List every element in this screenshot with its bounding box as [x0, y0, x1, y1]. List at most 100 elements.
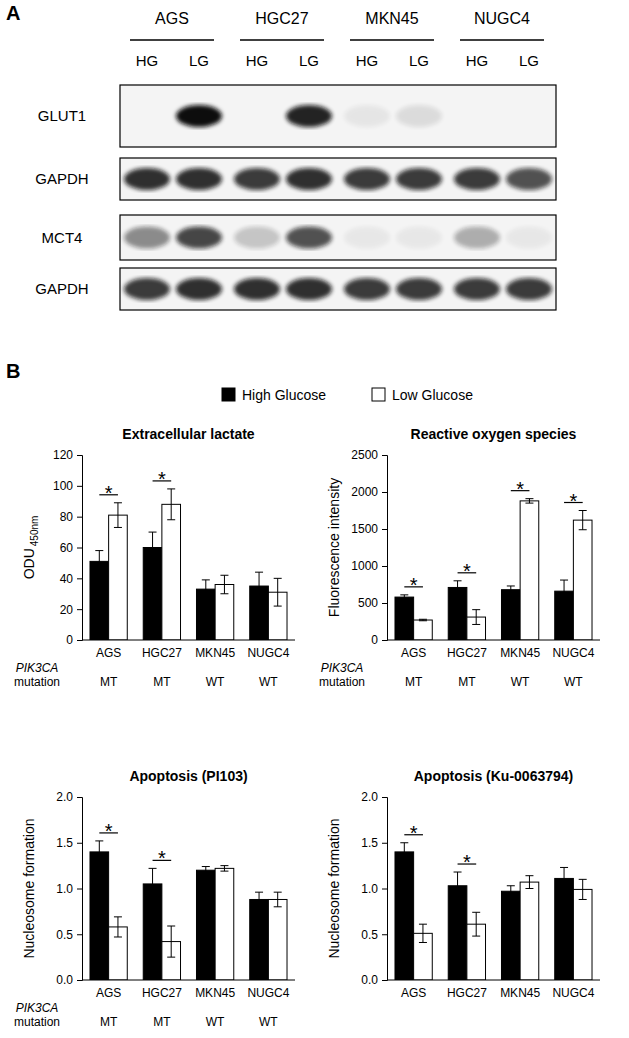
error-bar	[560, 867, 568, 889]
blot-band	[286, 278, 332, 300]
cell-line-label: NUGC4	[474, 10, 530, 27]
error-bar	[507, 586, 515, 593]
y-tick-mark	[77, 455, 82, 456]
error-bar	[95, 841, 103, 863]
y-axis: 05001000150020002500	[351, 448, 387, 647]
x-axis-line	[82, 980, 295, 981]
y-axis-title-main: Nucleosome formation	[21, 818, 37, 958]
significance-label: *	[158, 847, 166, 869]
y-tick-mark	[382, 529, 387, 530]
annotation-value: WT	[259, 1015, 278, 1029]
x-tick-label: HGC27	[142, 646, 182, 660]
annotation-value: MT	[100, 675, 118, 689]
y-tick-mark	[382, 455, 387, 456]
group-underline	[350, 39, 434, 41]
lane-label: LG	[299, 52, 319, 69]
error-bar	[202, 580, 210, 599]
y-tick: 1.0	[56, 882, 82, 896]
significance-label: *	[158, 468, 166, 490]
blot-row-label: GLUT1	[38, 107, 86, 124]
x-tick-label: MKN45	[500, 646, 540, 660]
plot-area	[395, 843, 592, 980]
error-bar	[149, 868, 157, 899]
error-bar	[400, 595, 408, 599]
error-bar	[525, 876, 533, 889]
error-bar	[149, 532, 157, 563]
significance-label: *	[410, 822, 418, 844]
blot-band	[506, 168, 552, 190]
x-tick: MKN45	[500, 646, 540, 660]
error-bar	[274, 892, 282, 907]
y-axis-title-main: Nucleosome formation	[326, 818, 342, 958]
y-tick-label: 500	[358, 596, 378, 610]
y-tick-label: 0	[371, 633, 378, 647]
blot-band	[286, 227, 332, 249]
y-tick-mark	[382, 566, 387, 567]
x-tick: NUGC4	[247, 986, 289, 1000]
chart: Reactive oxygen speciesFluorescence inte…	[319, 426, 600, 689]
blot-band	[506, 278, 552, 300]
x-tick-label: MKN45	[195, 986, 235, 1000]
y-tick-mark	[382, 980, 387, 981]
cell-line-label: HGC27	[255, 10, 308, 27]
lane-label: HG	[356, 52, 379, 69]
chart-title: Apoptosis (Ku-0063794)	[414, 768, 573, 784]
blot-band	[454, 227, 500, 249]
y-tick: 0.5	[361, 928, 387, 942]
y-tick-mark	[382, 889, 387, 890]
x-tick-label: MKN45	[500, 986, 540, 1000]
annotation-row-label: mutation	[14, 675, 60, 689]
y-tick: 1.5	[361, 836, 387, 850]
error-bar	[220, 866, 228, 871]
annotation-value: MT	[405, 675, 423, 689]
y-tick-label: 0.5	[361, 928, 378, 942]
y-tick-mark	[382, 934, 387, 935]
y-tick-mark	[77, 640, 82, 641]
blot-row-label: MCT4	[42, 229, 83, 246]
annotation-value: WT	[259, 675, 278, 689]
x-tick-label: NUGC4	[247, 986, 289, 1000]
legend-label: High Glucose	[242, 387, 326, 403]
x-tick-label: NUGC4	[552, 646, 594, 660]
annotation-row-label: PIK3CA	[321, 661, 364, 675]
blot-strip	[120, 85, 556, 147]
y-tick-label: 60	[60, 541, 74, 555]
x-axis-line	[82, 640, 295, 641]
error-bar	[472, 912, 480, 936]
annotation-value: WT	[511, 675, 530, 689]
annotation-value: MT	[100, 1015, 118, 1029]
bar	[90, 852, 109, 980]
blot-band	[344, 168, 390, 190]
y-tick-label: 20	[60, 603, 74, 617]
y-tick-mark	[77, 578, 82, 579]
x-tick-label: AGS	[96, 646, 121, 660]
blot-band	[454, 278, 500, 300]
annotation-value: MT	[153, 675, 171, 689]
significance-label: *	[569, 490, 577, 512]
y-tick: 60	[60, 541, 82, 555]
blot-band	[176, 168, 222, 190]
x-tick-label: NUGC4	[552, 986, 594, 1000]
x-tick: MKN45	[500, 986, 540, 1000]
x-tick: HGC27	[142, 646, 182, 660]
y-axis-title: ODU450nm	[21, 516, 40, 580]
y-axis-line	[382, 798, 388, 981]
plot-area	[90, 841, 287, 980]
figure-svg: AAGSHGLGHGC27HGLGMKN45HGLGNUGC4HGLGGLUT1…	[0, 0, 629, 1038]
x-axis: AGSHGC27MKN45NUGC4	[387, 640, 600, 660]
y-tick-mark	[77, 980, 82, 981]
x-tick: AGS	[96, 986, 121, 1000]
y-tick-mark	[77, 486, 82, 487]
annotation-row-label: mutation	[14, 1015, 60, 1029]
bar	[573, 520, 592, 640]
blot-band	[396, 227, 442, 249]
error-bar	[560, 580, 568, 602]
blot-band	[234, 168, 280, 190]
error-bar	[579, 879, 587, 899]
error-bar	[114, 917, 122, 937]
error-bar	[579, 511, 587, 530]
error-bar	[274, 578, 282, 606]
x-tick: NUGC4	[552, 986, 594, 1000]
significance-label: *	[105, 482, 113, 504]
y-tick-mark	[382, 640, 387, 641]
